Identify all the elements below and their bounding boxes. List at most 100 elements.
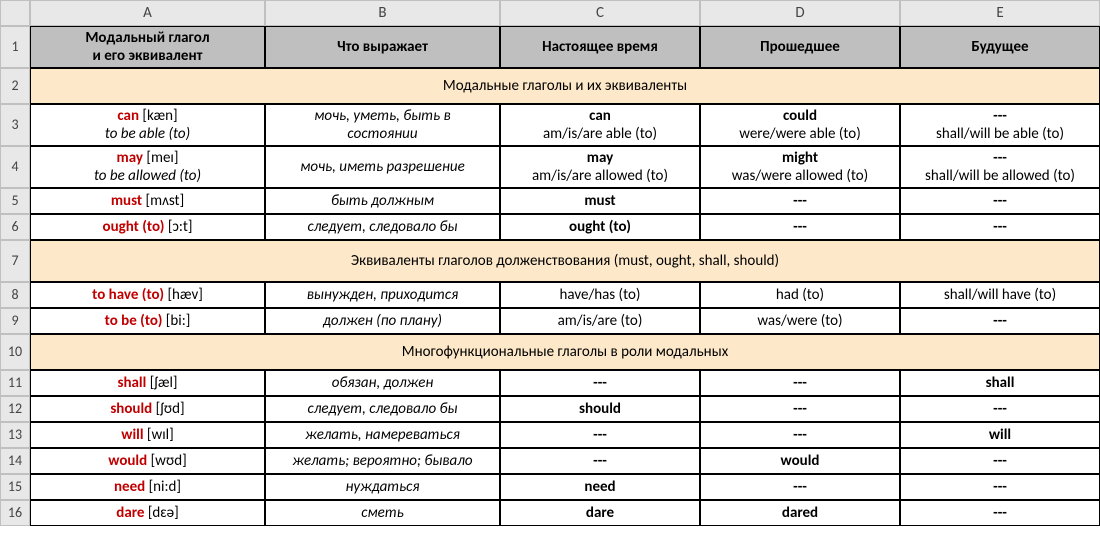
verb-need: need [ni:d] xyxy=(114,478,181,496)
cell-b13[interactable]: желать, намереваться xyxy=(265,422,500,448)
row-num-7[interactable]: 7 xyxy=(0,240,30,282)
cell-e14[interactable]: --- xyxy=(900,448,1100,474)
row-num-13[interactable]: 13 xyxy=(0,422,30,448)
cell-c4[interactable]: may am/is/are allowed (to) xyxy=(500,146,700,188)
cell-a5[interactable]: must [mʌst] xyxy=(30,188,265,214)
cell-a13[interactable]: will [wɪl] xyxy=(30,422,265,448)
cell-a12[interactable]: should [ʃʊd] xyxy=(30,396,265,422)
cell-b8[interactable]: вынужден, приходится xyxy=(265,282,500,308)
cell-c3[interactable]: can am/is/are able (to) xyxy=(500,104,700,146)
row-num-8[interactable]: 8 xyxy=(0,282,30,308)
col-letter-e[interactable]: E xyxy=(900,0,1100,26)
row-num-12[interactable]: 12 xyxy=(0,396,30,422)
row-num-1[interactable]: 1 xyxy=(0,26,30,68)
header-a[interactable]: Модальный глагол и его эквивалент xyxy=(30,26,265,68)
row-num-14[interactable]: 14 xyxy=(0,448,30,474)
row-num-6[interactable]: 6 xyxy=(0,214,30,240)
e4-l1: --- xyxy=(993,149,1007,167)
cell-c12[interactable]: should xyxy=(500,396,700,422)
cell-b15[interactable]: нуждаться xyxy=(265,474,500,500)
cell-e6[interactable]: --- xyxy=(900,214,1100,240)
cell-e3[interactable]: --- shall/will be able (to) xyxy=(900,104,1100,146)
cell-a9[interactable]: to be (to) [bi:] xyxy=(30,308,265,334)
cell-a8[interactable]: to have (to) [hæv] xyxy=(30,282,265,308)
cell-c9[interactable]: am/is/are (to) xyxy=(500,308,700,334)
cell-e16[interactable]: --- xyxy=(900,500,1100,526)
cell-a16[interactable]: dare [dɛə] xyxy=(30,500,265,526)
cell-d16[interactable]: dared xyxy=(700,500,900,526)
cell-e5[interactable]: --- xyxy=(900,188,1100,214)
row-num-16[interactable]: 16 xyxy=(0,500,30,526)
section-2[interactable]: Эквиваленты глаголов долженствования (mu… xyxy=(30,240,1100,282)
row-num-2[interactable]: 2 xyxy=(0,68,30,104)
cell-c14[interactable]: --- xyxy=(500,448,700,474)
cell-a15[interactable]: need [ni:d] xyxy=(30,474,265,500)
row-num-11[interactable]: 11 xyxy=(0,370,30,396)
cell-c5[interactable]: must xyxy=(500,188,700,214)
verb-should: should [ʃʊd] xyxy=(110,400,184,418)
cell-d4[interactable]: might was/were allowed (to) xyxy=(700,146,900,188)
cell-d8[interactable]: had (to) xyxy=(700,282,900,308)
cell-e12[interactable]: --- xyxy=(900,396,1100,422)
cell-d13[interactable]: --- xyxy=(700,422,900,448)
cell-e9[interactable]: --- xyxy=(900,308,1100,334)
cell-e8[interactable]: shall/will have (to) xyxy=(900,282,1100,308)
cell-b9[interactable]: должен (по плану) xyxy=(265,308,500,334)
cell-a11[interactable]: shall [ʃæl] xyxy=(30,370,265,396)
cell-d12[interactable]: --- xyxy=(700,396,900,422)
cell-d14[interactable]: would xyxy=(700,448,900,474)
cell-d5[interactable]: --- xyxy=(700,188,900,214)
cell-b5[interactable]: быть должным xyxy=(265,188,500,214)
cell-c6[interactable]: ought (to) xyxy=(500,214,700,240)
row-num-15[interactable]: 15 xyxy=(0,474,30,500)
row-num-4[interactable]: 4 xyxy=(0,146,30,188)
cell-a14[interactable]: would [wʊd] xyxy=(30,448,265,474)
section-3[interactable]: Многофункциональные глаголы в роли модал… xyxy=(30,334,1100,370)
cell-b11[interactable]: обязан, должен xyxy=(265,370,500,396)
cell-d11[interactable]: --- xyxy=(700,370,900,396)
e4-l2: shall/will be allowed (to) xyxy=(925,167,1075,185)
cell-e4[interactable]: --- shall/will be allowed (to) xyxy=(900,146,1100,188)
col-letter-a[interactable]: A xyxy=(30,0,265,26)
header-c[interactable]: Настоящее время xyxy=(500,26,700,68)
row-num-5[interactable]: 5 xyxy=(0,188,30,214)
cell-c13[interactable]: --- xyxy=(500,422,700,448)
cell-b14[interactable]: желать; вероятно; бывало xyxy=(265,448,500,474)
col-letter-b[interactable]: B xyxy=(265,0,500,26)
cell-d9[interactable]: was/were (to) xyxy=(700,308,900,334)
verb-may: may [meɪ] xyxy=(117,149,179,167)
cell-a4[interactable]: may [meɪ] to be allowed (to) xyxy=(30,146,265,188)
col-letter-c[interactable]: C xyxy=(500,0,700,26)
cell-b3[interactable]: мочь, уметь, быть в состоянии xyxy=(265,104,500,146)
header-e[interactable]: Будущее xyxy=(900,26,1100,68)
verb-can: can [kæn] xyxy=(117,107,177,125)
cell-a6[interactable]: ought (to) [ɔ:t] xyxy=(30,214,265,240)
cell-c11[interactable]: --- xyxy=(500,370,700,396)
cell-b12[interactable]: следует, следовало бы xyxy=(265,396,500,422)
cell-a3[interactable]: can [kæn] to be able (to) xyxy=(30,104,265,146)
row-num-10[interactable]: 10 xyxy=(0,334,30,370)
cell-e15[interactable]: --- xyxy=(900,474,1100,500)
verb-tobe: to be (to) [bi:] xyxy=(105,312,191,330)
b3-l2: состоянии xyxy=(347,125,417,143)
col-letter-d[interactable]: D xyxy=(700,0,900,26)
cell-b4[interactable]: мочь, иметь разрешение xyxy=(265,146,500,188)
header-b[interactable]: Что выражает xyxy=(265,26,500,68)
row-num-9[interactable]: 9 xyxy=(0,308,30,334)
c4-l1: may xyxy=(587,149,613,167)
cell-e13[interactable]: will xyxy=(900,422,1100,448)
cell-c8[interactable]: have/has (to) xyxy=(500,282,700,308)
header-d[interactable]: Прошедшее xyxy=(700,26,900,68)
cell-c15[interactable]: need xyxy=(500,474,700,500)
row-num-3[interactable]: 3 xyxy=(0,104,30,146)
cell-d6[interactable]: --- xyxy=(700,214,900,240)
cell-d3[interactable]: could were/were able (to) xyxy=(700,104,900,146)
verb-ought: ought (to) [ɔ:t] xyxy=(103,218,193,236)
section-1[interactable]: Модальные глаголы и их эквиваленты xyxy=(30,68,1100,104)
cell-b16[interactable]: сметь xyxy=(265,500,500,526)
equiv-can: to be able (to) xyxy=(105,125,190,143)
cell-b6[interactable]: следует, следовало бы xyxy=(265,214,500,240)
cell-d15[interactable]: --- xyxy=(700,474,900,500)
cell-e11[interactable]: shall xyxy=(900,370,1100,396)
cell-c16[interactable]: dare xyxy=(500,500,700,526)
